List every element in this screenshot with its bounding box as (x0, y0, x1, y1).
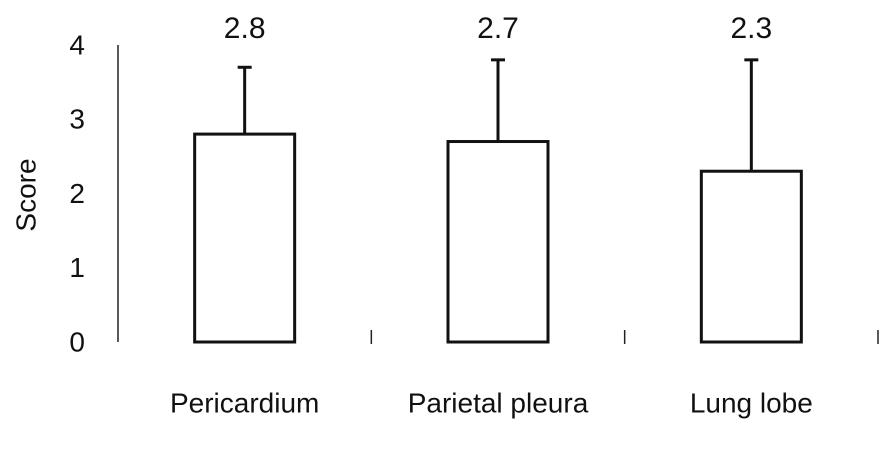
bar (699, 169, 803, 344)
x-tick-label: Lung lobe (690, 387, 813, 418)
y-axis-label: Score (10, 158, 41, 231)
value-label: 2.3 (730, 12, 772, 45)
x-tick-label: Pericardium (170, 387, 319, 418)
bar (446, 140, 550, 344)
y-tick-label: 2 (69, 178, 85, 209)
bar (193, 132, 297, 344)
value-label: 2.7 (477, 12, 519, 45)
value-label: 2.8 (224, 12, 266, 45)
y-tick-label: 0 (69, 326, 85, 357)
y-tick-label: 3 (69, 104, 85, 135)
y-tick-label: 1 (69, 252, 85, 283)
y-tick-label: 4 (69, 29, 85, 60)
x-tick-label: Parietal pleura (408, 387, 589, 418)
